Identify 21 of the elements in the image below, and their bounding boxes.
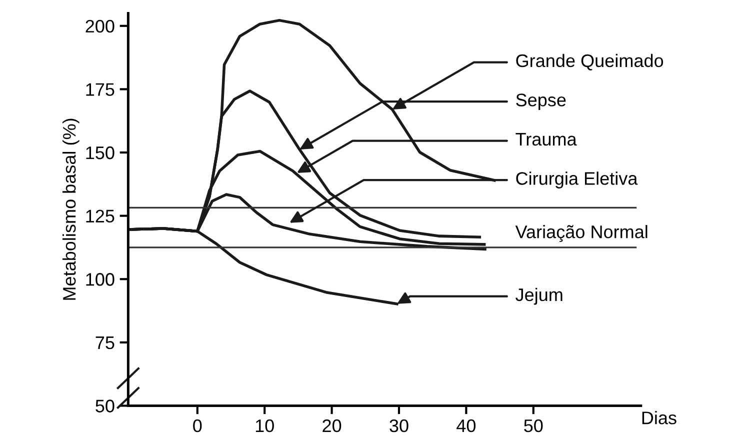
x-tick-label: 30	[390, 419, 408, 432]
x-tick-label: 10	[256, 419, 274, 432]
x-tick-label: 50	[524, 419, 543, 432]
x-tick-label: 0	[193, 419, 202, 432]
y-tick-label: 100	[86, 273, 114, 286]
annotation: Sepse	[516, 94, 566, 110]
ref-line-label: Variação Normal	[515, 224, 648, 242]
annotation: Trauma	[516, 133, 577, 146]
x-axis-title: Dias	[642, 411, 676, 424]
annotation: Jejum	[516, 288, 562, 305]
annotation: Grande Queimado	[516, 54, 664, 70]
x-tick-label: 20	[322, 419, 342, 432]
y-tick-label: 200	[86, 20, 114, 33]
y-tick-label: 150	[86, 146, 114, 160]
x-tick-label: 40	[456, 419, 476, 432]
y-tick-label: 50	[96, 400, 114, 412]
y-tick-label: 175	[86, 83, 114, 96]
y-tick-label: 125	[86, 210, 114, 223]
annotation: Cirurgia Eletiva	[516, 172, 638, 188]
y-axis-title: Metabolismo basal (%)	[62, 118, 80, 300]
y-tick-label: 75	[96, 336, 114, 350]
